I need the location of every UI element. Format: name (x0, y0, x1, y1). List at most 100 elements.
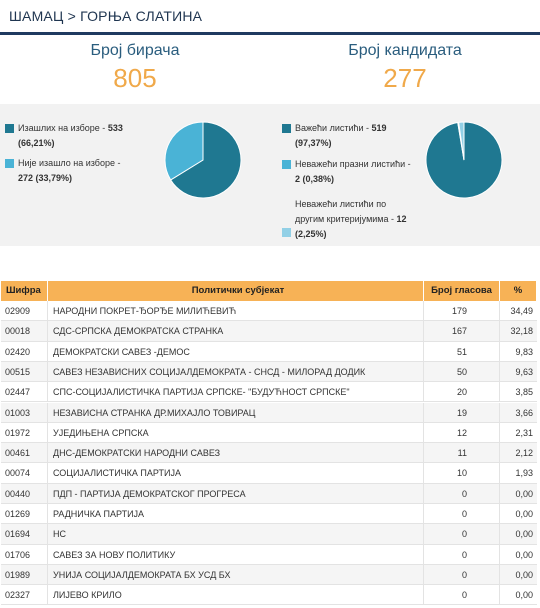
cell-percent: 1,93 (515, 468, 533, 479)
cell-code: 00440 (1, 483, 48, 503)
cell-code: 01694 (1, 524, 48, 544)
cell-percent: 3,66 (515, 407, 533, 418)
turnout-notvoted-value: 272 (33,79%) (18, 173, 73, 183)
cell-percent: 34,49 (510, 306, 533, 316)
ballots-legend: Важећи листићи - 519 (97,37%) Неважећи п… (282, 121, 422, 241)
cell-percent: 9,63 (515, 366, 533, 377)
ballots-other-label: Неважећи листићи по другим критеријумима… (295, 199, 394, 224)
cell-code: 01003 (1, 402, 48, 422)
ballots-legend-swatch-valid (282, 124, 291, 133)
cell-code: 00461 (1, 443, 48, 463)
cell-code: 01972 (1, 422, 48, 443)
table-row: 00018 СДС-СРПСКА ДЕМОКРАТСКА СТРАНКА 167 32… (1, 321, 537, 342)
cell-subject: САВЕЗ НЕЗАВИСНИХ СОЦИЈАЛДЕМОКРАТА - СНСД… (48, 361, 424, 382)
cell-votes: 51 (424, 341, 500, 361)
table-row: 00440 ПДП - ПАРТИЈА ДЕМОКРАТСКОГ ПРОГРЕСА… (1, 483, 537, 504)
cell-code: 00515 (1, 361, 48, 382)
col-header-code[interactable]: Шифра (1, 281, 48, 301)
table-row: 01269 РАДНИЧКА ПАРТИЈА 0 0,00 (1, 504, 537, 525)
cell-votes: 10 (424, 463, 500, 483)
cell-votes: 50 (424, 361, 500, 382)
cell-subject: УЈЕДИЊЕНА СРПСКА (48, 422, 424, 443)
cell-votes: 0 (424, 504, 500, 524)
table-row: 00461 ДНС-ДЕМОКРАТСКИ НАРОДНИ САВЕЗ 11 2,12 (1, 443, 537, 464)
ballots-legend-swatch-other (282, 228, 291, 237)
cell-percent: 32,18 (510, 326, 533, 337)
results-table-header: Шифра Политички субјекат Број гласова % (1, 281, 537, 301)
cell-subject: НАРОДНИ ПОКРЕТ-ЂОРЂЕ МИЛИЋЕВИЋ (48, 301, 424, 321)
ballots-legend-swatch-blank (282, 160, 291, 169)
cell-code: 02420 (1, 341, 48, 361)
ballots-pie-chart (425, 121, 503, 199)
cell-votes: 20 (424, 382, 500, 402)
table-row: 02909 НАРОДНИ ПОКРЕТ-ЂОРЂЕ МИЛИЋЕВИЋ 179 34… (1, 301, 537, 322)
cell-subject: НС (48, 524, 424, 544)
ballots-blank-label: Неважећи празни листићи - (295, 159, 411, 169)
cell-subject: СДС-СРПСКА ДЕМОКРАТСКА СТРАНКА (48, 321, 424, 341)
candidates-value: 277 (383, 63, 427, 93)
breadcrumb[interactable]: ШАМАЦ > ГОРЊА СЛАТИНА (9, 8, 203, 24)
cell-votes: 179 (424, 301, 500, 321)
table-row: 02420 ДЕМОКРАТСКИ САВЕЗ -ДЕМОС 51 9,83 (1, 341, 537, 362)
table-row: 01003 НЕЗАВИСНА СТРАНКА ДР.МИХАЈЛО ТОВИРА… (1, 402, 537, 423)
cell-percent: 0,00 (515, 488, 533, 499)
table-row: 01989 УНИЈА СОЦИЈАЛДЕМОКРАТА БХ УСД БХ 0 0,… (1, 564, 537, 586)
ballots-blank-pct: (0,38%) (302, 174, 335, 184)
table-row: 00074 СОЦИЈАЛИСТИЧКА ПАРТИЈА 10 1,93 (1, 463, 537, 484)
cell-code: 00074 (1, 463, 48, 483)
cell-votes: 19 (424, 402, 500, 422)
turnout-legend-swatch-voted (5, 124, 14, 133)
col-header-subject[interactable]: Политички субјекат (48, 281, 424, 301)
cell-votes: 0 (424, 564, 500, 585)
cell-code: 01269 (1, 504, 48, 524)
cell-votes: 167 (424, 321, 500, 341)
candidates-label: Број кандидата (348, 42, 462, 59)
charts-panel: Изашлих на изборе - 533 (66,21%) Није из… (0, 104, 540, 246)
cell-percent: 9,83 (515, 346, 533, 357)
ballots-other-pct: (2,25%) (295, 229, 327, 239)
turnout-slice-1 (164, 121, 204, 181)
cell-subject: ДЕМОКРАТСКИ САВЕЗ -ДЕМОС (48, 341, 424, 361)
table-row: 02327 ЛИЈЕВО КРИЛО 0 0,00 (1, 585, 537, 606)
voters-label: Број бирача (90, 42, 180, 59)
table-row: 01972 УЈЕДИЊЕНА СРПСКА 12 2,31 (1, 422, 537, 444)
header-divider (0, 32, 540, 35)
cell-percent: 3,85 (515, 387, 533, 398)
stats-summary: Број бирача 805 Број кандидата 277 (0, 35, 540, 98)
cell-subject: СПС-СОЦИЈАЛИСТИЧКА ПАРТИЈА СРПСКЕ- "БУДУ… (48, 382, 424, 402)
table-row: 01706 САВЕЗ ЗА НОВУ ПОЛИТИКУ 0 0,00 (1, 544, 537, 565)
cell-subject: ПДП - ПАРТИЈА ДЕМОКРАТСКОГ ПРОГРЕСА (48, 483, 424, 503)
cell-subject: УНИЈА СОЦИЈАЛДЕМОКРАТА БХ УСД БХ (48, 564, 424, 585)
cell-votes: 0 (424, 483, 500, 503)
cell-code: 02909 (1, 301, 48, 321)
cell-subject: ЛИЈЕВО КРИЛО (48, 585, 424, 605)
cell-subject: СОЦИЈАЛИСТИЧКА ПАРТИЈА (48, 463, 424, 483)
cell-subject: ДНС-ДЕМОКРАТСКИ НАРОДНИ САВЕЗ (48, 443, 424, 463)
ballots-valid-value: 519 (371, 123, 387, 133)
cell-votes: 0 (424, 524, 500, 544)
cell-percent: 2,31 (515, 427, 533, 438)
cell-percent: 0,00 (515, 590, 533, 601)
cell-code: 00018 (1, 321, 48, 341)
cell-percent: 0,00 (515, 509, 533, 519)
cell-votes: 12 (424, 422, 500, 443)
ballots-valid-pct: (97,37%) (295, 138, 332, 148)
turnout-slice-0 (169, 121, 242, 199)
turnout-legend: Изашлих на изборе - 533 (66,21%) Није из… (5, 121, 155, 191)
ballots-slice-2 (458, 121, 465, 161)
col-header-votes[interactable]: Број гласова (424, 281, 500, 301)
turnout-pie-chart (164, 121, 242, 199)
voters-stat: Број бирача 805 (0, 35, 270, 94)
col-header-percent[interactable]: % (500, 281, 537, 301)
cell-votes: 11 (424, 443, 500, 463)
turnout-legend-swatch-not-voted (5, 159, 14, 168)
turnout-voted-label: Изашлих на изборе - (18, 123, 106, 133)
table-row: 00515 САВЕЗ НЕЗАВИСНИХ СОЦИЈАЛДЕМОКРАТА -… (1, 361, 537, 383)
ballots-other-value: 12 (396, 214, 407, 224)
candidates-stat: Број кандидата 277 (270, 35, 540, 94)
turnout-voted-value: 533 (107, 123, 123, 133)
ballots-valid-label: Важећи листићи - (295, 123, 370, 133)
table-row: 02447 СПС-СОЦИЈАЛИСТИЧКА ПАРТИЈА СРПСКЕ- … (1, 382, 537, 403)
cell-subject: САВЕЗ ЗА НОВУ ПОЛИТИКУ (48, 544, 424, 564)
cell-code: 02447 (1, 382, 48, 402)
